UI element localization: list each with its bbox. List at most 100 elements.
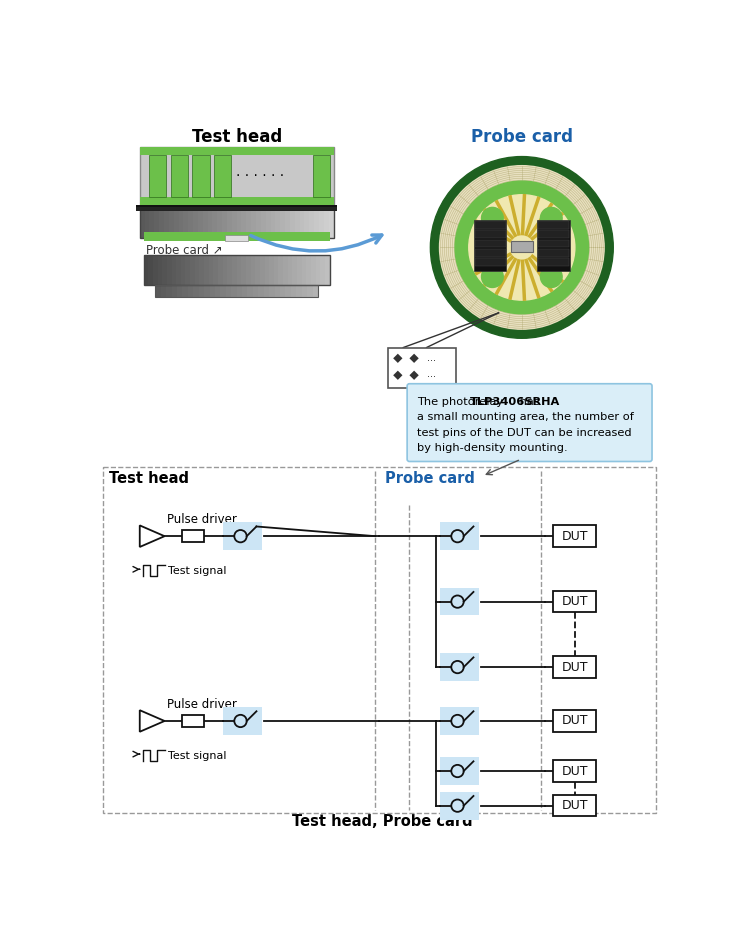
Bar xyxy=(190,255,195,285)
Bar xyxy=(310,209,315,239)
Bar xyxy=(553,710,596,731)
Bar xyxy=(167,255,172,285)
Bar xyxy=(290,209,295,239)
Bar xyxy=(538,239,569,248)
Bar xyxy=(313,285,319,298)
Bar xyxy=(178,209,184,239)
Bar xyxy=(265,255,269,285)
Bar xyxy=(251,209,257,239)
Bar xyxy=(232,209,237,239)
Text: Test head, Probe card: Test head, Probe card xyxy=(292,814,473,829)
Bar xyxy=(227,209,232,239)
Text: DUT: DUT xyxy=(561,660,588,673)
Bar xyxy=(198,285,204,298)
Bar xyxy=(222,255,228,285)
Bar xyxy=(224,522,262,550)
Circle shape xyxy=(540,208,562,229)
Text: ···: ··· xyxy=(427,357,436,366)
Text: DUT: DUT xyxy=(561,799,588,812)
Bar xyxy=(188,209,193,239)
Bar xyxy=(157,255,163,285)
Bar xyxy=(174,209,179,239)
Bar xyxy=(311,255,316,285)
Text: DUT: DUT xyxy=(561,595,588,608)
Bar xyxy=(154,209,160,239)
Bar xyxy=(286,285,291,298)
Bar xyxy=(172,285,178,298)
Bar xyxy=(325,255,330,285)
Bar xyxy=(213,255,219,285)
Bar xyxy=(166,285,172,298)
Text: Probe card: Probe card xyxy=(385,470,474,485)
Bar xyxy=(474,221,507,270)
Circle shape xyxy=(430,157,613,338)
Bar xyxy=(261,209,266,239)
Bar xyxy=(210,285,216,298)
Bar xyxy=(102,467,656,813)
Bar xyxy=(295,209,300,239)
Circle shape xyxy=(540,266,562,287)
Bar xyxy=(320,255,325,285)
Circle shape xyxy=(481,266,504,287)
Circle shape xyxy=(439,165,604,330)
Bar xyxy=(169,209,174,239)
Bar xyxy=(440,654,479,681)
Text: Test
board: Test board xyxy=(195,166,207,186)
Bar xyxy=(300,209,305,239)
Bar xyxy=(226,285,231,298)
Bar xyxy=(246,209,251,239)
Bar xyxy=(307,255,311,285)
Bar xyxy=(193,209,198,239)
Bar xyxy=(440,522,479,550)
Bar xyxy=(144,232,330,241)
Bar xyxy=(171,155,188,197)
Bar xyxy=(220,285,226,298)
Bar xyxy=(474,230,506,239)
Bar xyxy=(301,285,307,298)
Bar xyxy=(266,209,271,239)
Bar xyxy=(209,255,214,285)
Bar xyxy=(228,255,232,285)
FancyArrowPatch shape xyxy=(251,235,382,251)
Bar xyxy=(319,209,325,239)
Bar xyxy=(511,241,533,252)
Bar xyxy=(274,255,279,285)
Bar xyxy=(255,255,260,285)
Bar xyxy=(440,707,479,735)
Bar xyxy=(324,209,329,239)
Bar xyxy=(215,285,221,298)
Bar xyxy=(144,255,330,285)
Text: Test signal: Test signal xyxy=(168,566,226,576)
Bar xyxy=(207,209,213,239)
Bar xyxy=(159,209,164,239)
Text: TLP3406SRHA: TLP3406SRHA xyxy=(469,397,560,407)
Text: has: has xyxy=(516,397,540,407)
Bar xyxy=(181,255,186,285)
Bar xyxy=(288,255,293,285)
Bar xyxy=(280,209,286,239)
Text: ···: ··· xyxy=(427,372,436,382)
Bar xyxy=(182,530,204,543)
Bar xyxy=(242,285,248,298)
Bar xyxy=(538,222,569,229)
Bar xyxy=(186,255,190,285)
Bar xyxy=(148,255,154,285)
Bar xyxy=(553,591,596,612)
Text: Probe card: Probe card xyxy=(471,128,573,146)
Text: Test head: Test head xyxy=(109,470,189,485)
Bar xyxy=(440,588,479,615)
Bar xyxy=(204,255,209,285)
Text: DUT: DUT xyxy=(561,530,588,543)
Bar xyxy=(271,209,276,239)
Bar xyxy=(217,209,222,239)
Bar xyxy=(301,255,307,285)
FancyBboxPatch shape xyxy=(407,384,652,461)
Polygon shape xyxy=(410,371,419,380)
Bar xyxy=(160,285,166,298)
Bar xyxy=(537,221,570,270)
Polygon shape xyxy=(393,371,403,380)
Bar xyxy=(164,209,169,239)
Bar xyxy=(199,255,204,285)
Bar xyxy=(198,209,203,239)
Bar xyxy=(474,239,506,248)
